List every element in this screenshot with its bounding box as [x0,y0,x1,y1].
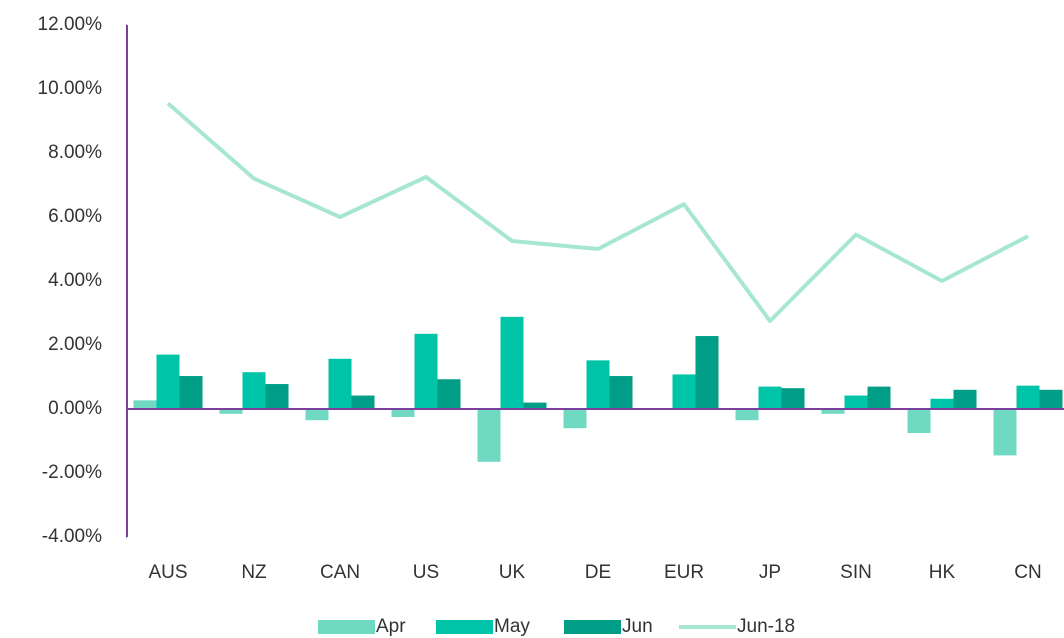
bar [867,386,891,409]
x-tick-label: AUS [148,562,187,583]
y-tick-label: 0.00% [48,398,102,419]
legend-swatch [436,620,493,634]
bar [351,395,375,409]
bar [821,409,845,414]
legend-label: May [494,616,530,637]
bar [414,333,438,409]
bar [156,354,180,409]
bar [695,336,719,409]
y-tick-label: 8.00% [48,142,102,163]
bar [609,376,633,409]
legend-swatch [318,620,375,634]
bar [735,409,759,421]
bar [907,409,931,433]
y-tick-label: 6.00% [48,206,102,227]
x-tick-label: DE [585,562,611,583]
bar [305,409,329,421]
x-tick-label: SIN [840,562,872,583]
legend-label: Jun [622,616,653,637]
x-tick-label: CN [1014,562,1041,583]
bar [672,374,696,409]
bar [219,409,243,414]
bar [477,409,501,462]
bar [242,372,266,409]
y-tick-label: 2.00% [48,334,102,355]
legend-label: Jun-18 [737,616,795,637]
y-tick-label: 10.00% [38,78,103,99]
bar [563,409,587,429]
x-tick-label: HK [929,562,956,583]
bar [391,409,415,417]
bar [133,400,157,409]
bar [437,379,461,409]
bar [1039,389,1063,409]
y-tick-label: 12.00% [38,14,103,35]
bar [500,316,524,409]
y-tick-label: -2.00% [42,462,102,483]
bar [1016,385,1040,409]
legend-label: Apr [376,616,406,637]
bar [930,398,954,409]
legend-swatch [564,620,621,634]
x-tick-label: CAN [320,562,360,583]
bar [758,386,782,409]
bar [586,360,610,409]
bar [844,395,868,409]
y-tick-label: -4.00% [42,526,102,547]
x-tick-label: UK [499,562,526,583]
bar [953,389,977,409]
bar [993,409,1017,456]
x-tick-label: EUR [664,562,704,583]
bar [328,358,352,409]
y-tick-label: 4.00% [48,270,102,291]
x-tick-label: US [413,562,439,583]
x-tick-label: JP [759,562,781,583]
line [166,101,1029,323]
x-tick-label: NZ [241,562,267,583]
bar [265,384,289,409]
bar [523,402,547,409]
bar [179,376,203,409]
bar [781,388,805,409]
